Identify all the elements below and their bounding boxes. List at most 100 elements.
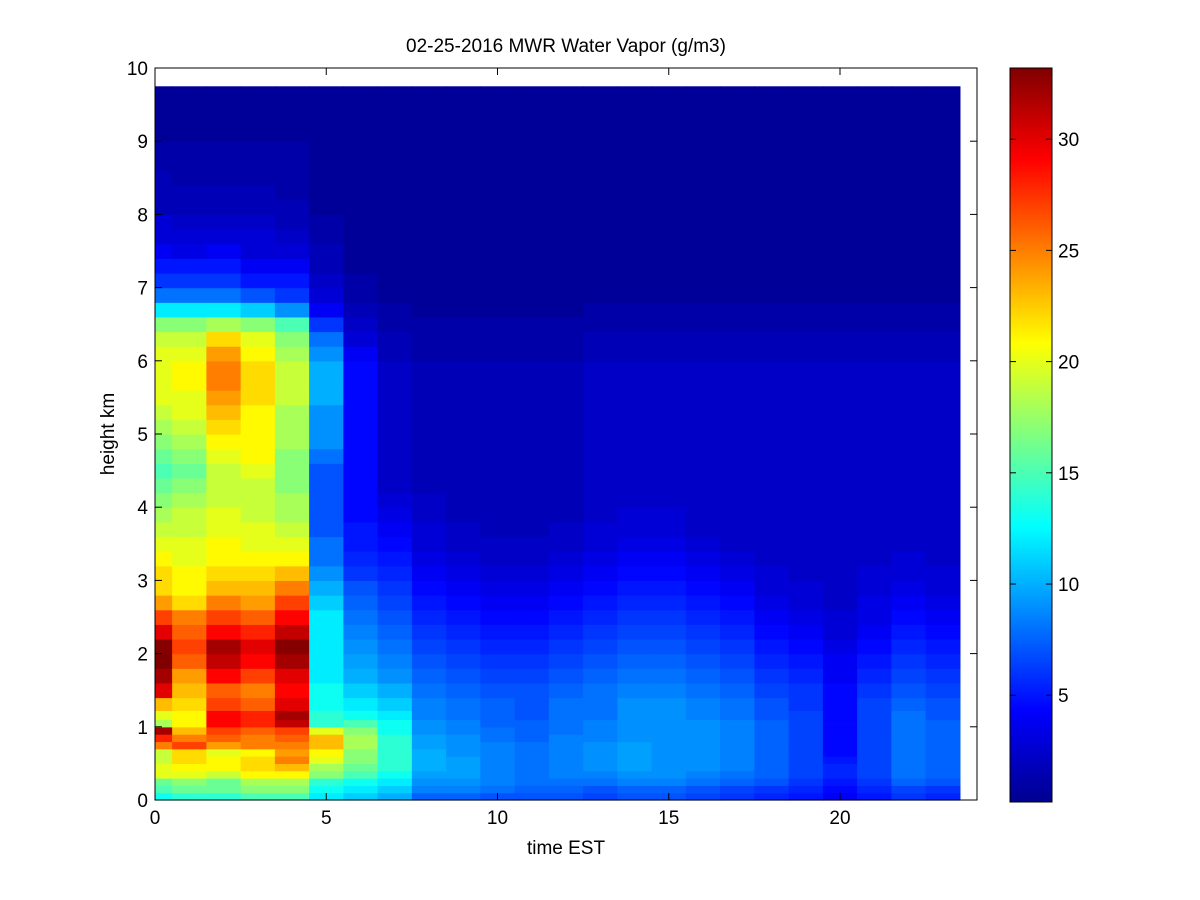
- heatmap-cell: [480, 778, 516, 786]
- heatmap-cell: [583, 624, 618, 640]
- heatmap-cell: [172, 492, 207, 508]
- heatmap-cell: [514, 785, 550, 794]
- heatmap-cell: [155, 682, 173, 699]
- heatmap-cell: [446, 536, 481, 552]
- heatmap-cell: [651, 778, 687, 786]
- heatmap-cell: [685, 763, 721, 772]
- heatmap-cell: [822, 734, 858, 743]
- heatmap-cell: [788, 434, 824, 450]
- heatmap-cell: [240, 682, 276, 699]
- heatmap-cell: [446, 302, 481, 318]
- heatmap-cell: [891, 243, 927, 259]
- heatmap-cell: [480, 434, 516, 450]
- heatmap-cell: [617, 155, 653, 172]
- heatmap-cell: [480, 734, 516, 743]
- heatmap-cell: [309, 155, 344, 172]
- heatmap-cell: [548, 726, 584, 735]
- heatmap-cell: [377, 609, 413, 625]
- heatmap-cell: [617, 272, 653, 289]
- heatmap-cell: [685, 609, 721, 625]
- heatmap-cell: [514, 390, 550, 406]
- heatmap-cell: [617, 770, 653, 779]
- heatmap-cell: [411, 111, 447, 128]
- heatmap-cell: [754, 360, 790, 377]
- heatmap-cell: [155, 111, 173, 128]
- heatmap-cell: [788, 595, 824, 611]
- heatmap-cell: [857, 580, 892, 596]
- heatmap-cell: [480, 763, 516, 772]
- heatmap-cell: [788, 580, 824, 596]
- heatmap-cell: [891, 126, 927, 142]
- heatmap-cell: [343, 756, 379, 764]
- heatmap-cell: [685, 331, 721, 347]
- heatmap-cell: [206, 763, 242, 772]
- heatmap-cell: [925, 199, 961, 215]
- heatmap-cell: [480, 741, 516, 750]
- heatmap-cell: [857, 214, 892, 230]
- heatmap-cell: [155, 404, 173, 420]
- heatmap-cell: [411, 770, 447, 779]
- heatmap-cell: [240, 609, 276, 625]
- heatmap-cell: [446, 185, 481, 201]
- heatmap-cell: [788, 155, 824, 172]
- heatmap-cell: [377, 492, 413, 508]
- heatmap-cell: [583, 734, 618, 743]
- heatmap-cell: [343, 770, 379, 779]
- heatmap-cell: [788, 214, 824, 230]
- heatmap-cell: [309, 778, 344, 786]
- heatmap-cell: [206, 726, 242, 735]
- heatmap-cell: [206, 155, 242, 172]
- heatmap-cell: [446, 638, 481, 655]
- heatmap-cell: [480, 390, 516, 406]
- heatmap-cell: [891, 748, 927, 757]
- heatmap-cell: [891, 536, 927, 552]
- heatmap-cell: [309, 434, 344, 450]
- heatmap-cell: [548, 792, 584, 801]
- heatmap-cell: [925, 638, 961, 655]
- heatmap-cell: [172, 170, 207, 186]
- heatmap-cell: [206, 375, 242, 391]
- heatmap-cell: [274, 463, 310, 479]
- heatmap-cell: [172, 316, 207, 333]
- heatmap-cell: [155, 214, 173, 230]
- heatmap-cell: [822, 719, 858, 728]
- heatmap-cell: [514, 609, 550, 625]
- heatmap-cell: [206, 199, 242, 215]
- heatmap-cell: [891, 507, 927, 523]
- heatmap-cell: [754, 778, 790, 786]
- heatmap-cell: [720, 756, 755, 764]
- heatmap-cell: [685, 551, 721, 567]
- heatmap-cell: [822, 580, 858, 596]
- heatmap-cell: [925, 346, 961, 362]
- heatmap-cell: [617, 763, 653, 772]
- heatmap-cell: [309, 346, 344, 362]
- heatmap-cell: [172, 536, 207, 552]
- heatmap-cell: [891, 624, 927, 640]
- heatmap-cell: [172, 243, 207, 259]
- heatmap-cell: [754, 229, 790, 245]
- heatmap-cell: [857, 86, 892, 98]
- heatmap-cell: [891, 682, 927, 699]
- heatmap-cell: [651, 97, 687, 113]
- heatmap-cell: [822, 492, 858, 508]
- heatmap-cell: [514, 565, 550, 581]
- heatmap-cell: [617, 785, 653, 794]
- heatmap-cell: [480, 346, 516, 362]
- heatmap-cell: [411, 792, 447, 801]
- heatmap-cell: [548, 653, 584, 669]
- heatmap-cell: [274, 316, 310, 333]
- heatmap-cell: [617, 185, 653, 201]
- heatmap-cell: [857, 141, 892, 157]
- heatmap-cell: [754, 126, 790, 142]
- heatmap-cell: [925, 258, 961, 274]
- heatmap-cell: [857, 390, 892, 406]
- heatmap-cell: [377, 375, 413, 391]
- heatmap-cell: [788, 609, 824, 625]
- heatmap-cell: [583, 375, 618, 391]
- heatmap-cell: [172, 792, 207, 801]
- heatmap-cell: [309, 199, 344, 215]
- heatmap-cell: [309, 243, 344, 259]
- heatmap-cell: [480, 404, 516, 420]
- heatmap-cell: [377, 507, 413, 523]
- heatmap-cell: [343, 155, 379, 172]
